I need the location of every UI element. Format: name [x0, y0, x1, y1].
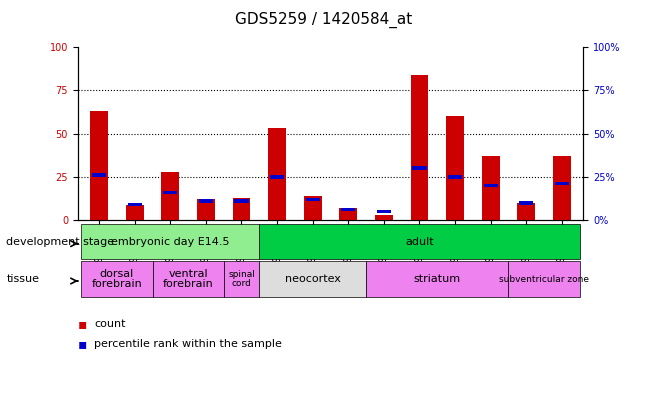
Text: dorsal
forebrain: dorsal forebrain	[91, 269, 143, 289]
Text: subventricular zone: subventricular zone	[499, 275, 589, 283]
Bar	[519, 201, 533, 204]
Text: adult: adult	[405, 237, 434, 247]
Bar	[306, 198, 320, 201]
Text: percentile rank within the sample: percentile rank within the sample	[94, 339, 282, 349]
Bar	[92, 173, 106, 177]
Text: spinal
cord: spinal cord	[228, 270, 255, 288]
Bar	[90, 111, 108, 220]
Bar	[517, 203, 535, 220]
Bar	[268, 129, 286, 220]
Text: ▪: ▪	[78, 337, 87, 351]
Bar	[199, 199, 213, 203]
Text: development stage: development stage	[6, 237, 115, 247]
Bar	[481, 156, 500, 220]
Bar	[553, 156, 571, 220]
Text: striatum: striatum	[413, 274, 461, 284]
Bar	[304, 196, 321, 220]
Bar	[235, 199, 249, 203]
Bar	[163, 191, 178, 194]
Bar	[270, 175, 284, 178]
Bar	[161, 172, 179, 220]
Bar	[448, 175, 462, 178]
Text: neocortex: neocortex	[284, 274, 341, 284]
Bar	[376, 210, 391, 213]
Text: GDS5259 / 1420584_at: GDS5259 / 1420584_at	[235, 12, 413, 28]
Bar	[375, 215, 393, 220]
Bar	[341, 208, 355, 211]
Text: ▪: ▪	[78, 317, 87, 331]
Bar	[340, 208, 357, 220]
Bar	[446, 116, 464, 220]
Text: count: count	[94, 319, 126, 329]
Text: tissue: tissue	[6, 274, 40, 284]
Bar	[555, 182, 569, 185]
Bar	[412, 167, 426, 170]
Text: ventral
forebrain: ventral forebrain	[163, 269, 213, 289]
Bar	[483, 184, 498, 187]
Bar	[411, 75, 428, 220]
Bar	[128, 203, 142, 206]
Bar	[233, 198, 250, 220]
Bar	[126, 204, 144, 220]
Text: embryonic day E14.5: embryonic day E14.5	[111, 237, 229, 247]
Bar	[197, 199, 214, 220]
